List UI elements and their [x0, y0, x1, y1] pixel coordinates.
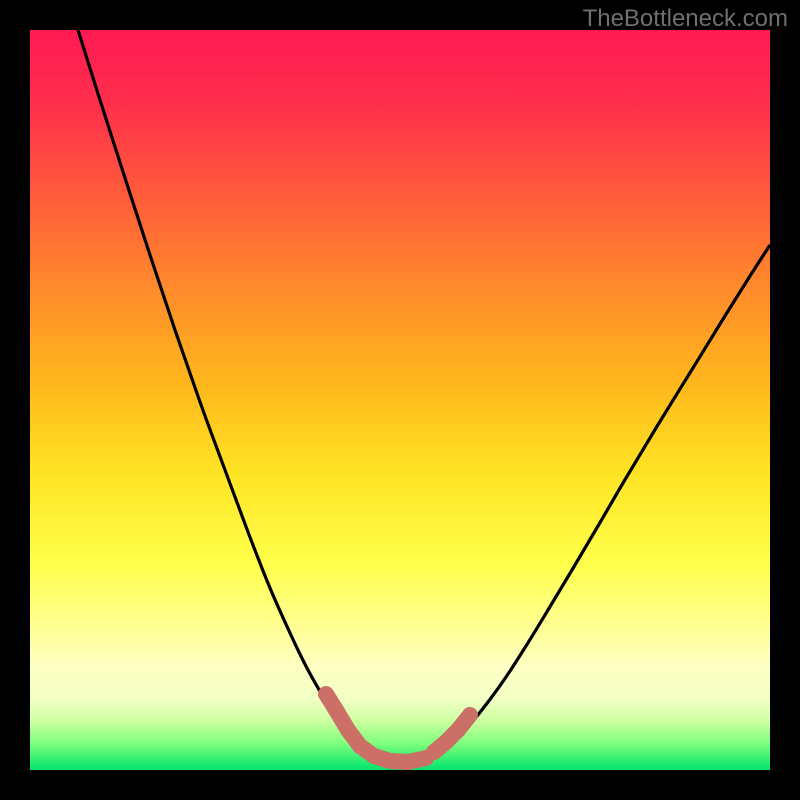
bottom-marker-group	[326, 694, 470, 762]
bottom-marker-segment	[458, 715, 470, 730]
watermark-text: TheBottleneck.com	[583, 5, 788, 33]
chart-stage: TheBottleneck.com	[0, 0, 800, 800]
plot-area	[30, 30, 770, 770]
bottom-marker-segment	[408, 758, 426, 762]
bottleneck-curve	[78, 30, 770, 765]
curve-layer	[30, 30, 770, 770]
